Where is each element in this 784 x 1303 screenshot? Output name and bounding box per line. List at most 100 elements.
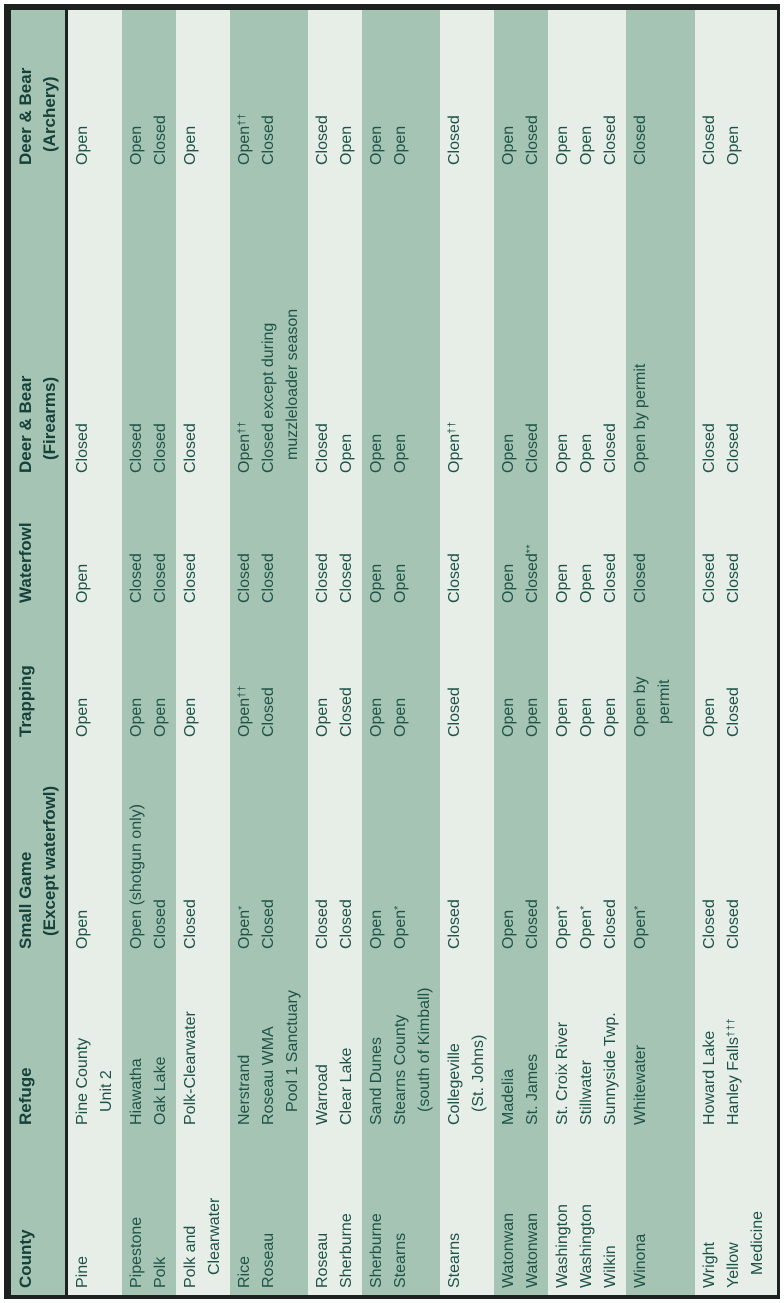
cell-small_game: Open bbox=[368, 909, 385, 949]
cell-small_game: Closed bbox=[314, 899, 331, 949]
table-row-st-james: Watonwan St. James Closed Open Closed** Close… bbox=[521, 10, 545, 1295]
table-row-warroad: Roseau Warroad Closed Open Closed Closed Close… bbox=[311, 10, 335, 1295]
cell-small_game: Open bbox=[74, 909, 91, 949]
table-row-stearns-county-south-of-kimball: Stearns Stearns County (south of Kimball)… bbox=[389, 10, 437, 1295]
cell-archery: Open bbox=[128, 125, 145, 165]
cell-trapping: Open bbox=[602, 697, 619, 737]
cell-firearms: Open bbox=[500, 433, 517, 473]
cell-small_game: Closed bbox=[602, 899, 619, 949]
cell-refuge: St. Croix River bbox=[554, 1021, 571, 1125]
cell-refuge: Oak Lake bbox=[152, 1056, 169, 1125]
col-header-trapping: Trapping bbox=[16, 665, 35, 737]
cell-waterfowl: Closed bbox=[446, 553, 463, 603]
cell-archery: Open bbox=[392, 125, 409, 165]
cell-small_game: Open* bbox=[632, 905, 649, 949]
cell-small_game: Open* bbox=[578, 905, 595, 949]
table-row-madelia: Watonwan Madelia Open Open Open Open Open bbox=[497, 10, 521, 1295]
table-row-st-croix-river: Washington St. Croix River Open* Open Open Op… bbox=[551, 10, 575, 1295]
table-row-collegeville-st-johns: Stearns Collegeville (St. Johns) Closed Clo… bbox=[443, 10, 491, 1295]
cell-trapping: Open bbox=[392, 697, 409, 737]
cell-trapping: Closed bbox=[338, 687, 355, 737]
cell-small_game: Closed bbox=[725, 899, 742, 949]
rotated-table-canvas: County Refuge Small Game (Except waterfowl… bbox=[4, 4, 780, 1299]
cell-small_game: Open (shotgun only) bbox=[128, 804, 145, 949]
cell-archery: Open bbox=[554, 125, 571, 165]
cell-waterfowl: Closed bbox=[338, 553, 355, 603]
cell-county: Rice bbox=[236, 1255, 253, 1288]
cell-refuge: Stillwater bbox=[578, 1060, 595, 1125]
col-header-firearms: Deer & Bear (Firearms) bbox=[16, 375, 59, 473]
cell-trapping: Open by permit bbox=[632, 676, 673, 737]
cell-trapping: Open bbox=[701, 697, 718, 737]
cell-small_game: Closed bbox=[182, 899, 199, 949]
cell-refuge: Stearns County (south of Kimball) bbox=[392, 987, 433, 1126]
row-group-10: Winona Whitewater Open* Open by permit Close… bbox=[626, 10, 695, 1295]
cell-county: Roseau bbox=[260, 1232, 277, 1288]
row-group-8: Watonwan Madelia Open Open Open Open Open Waton… bbox=[494, 10, 548, 1295]
table-row-polk-clearwater: Polk and Clearwater Polk-Clearwater Closed… bbox=[179, 10, 227, 1295]
cell-small_game: Closed bbox=[446, 899, 463, 949]
cell-refuge: Whitewater bbox=[632, 1044, 649, 1125]
col-header-waterfowl: Waterfowl bbox=[16, 522, 35, 603]
cell-small_game: Closed bbox=[701, 899, 718, 949]
cell-refuge: Roseau WMA Pool 1 Sanctuary bbox=[260, 990, 301, 1125]
table-row-stillwater: Washington Stillwater Open* Open Open Open Ope… bbox=[575, 10, 599, 1295]
cell-firearms: Closed bbox=[524, 423, 541, 473]
cell-waterfowl: Closed bbox=[260, 553, 277, 603]
cell-firearms: Closed bbox=[128, 423, 145, 473]
cell-archery: Closed bbox=[524, 115, 541, 165]
cell-firearms: Open bbox=[392, 433, 409, 473]
cell-trapping: Open bbox=[314, 697, 331, 737]
cell-refuge: Clear Lake bbox=[338, 1047, 355, 1125]
cell-county: Stearns bbox=[446, 1232, 463, 1288]
cell-small_game: Open* bbox=[236, 905, 253, 949]
cell-archery: Open bbox=[725, 125, 742, 165]
cell-firearms: Open†† bbox=[446, 421, 463, 473]
cell-waterfowl: Open bbox=[74, 563, 91, 603]
cell-archery: Closed bbox=[602, 115, 619, 165]
cell-trapping: Open bbox=[182, 697, 199, 737]
cell-firearms: Open†† bbox=[236, 421, 253, 473]
cell-county: Watonwan bbox=[524, 1213, 541, 1288]
cell-county: Roseau bbox=[314, 1232, 331, 1288]
table-header-row: County Refuge Small Game (Except waterfowl… bbox=[11, 10, 68, 1295]
cell-firearms: Closed bbox=[725, 423, 742, 473]
table-row-roseau-wma-pool-1-sanctuary: Roseau Roseau WMA Pool 1 Sanctuary Closed C… bbox=[257, 10, 305, 1295]
cell-waterfowl: Closed bbox=[128, 553, 145, 603]
cell-waterfowl: Closed bbox=[632, 553, 649, 603]
cell-small_game: Closed bbox=[338, 899, 355, 949]
row-group-3: Polk and Clearwater Polk-Clearwater Closed… bbox=[176, 10, 230, 1295]
cell-trapping: Open†† bbox=[236, 685, 253, 737]
cell-county: Washington bbox=[554, 1204, 571, 1288]
cell-archery: Closed bbox=[632, 115, 649, 165]
table-row-nerstrand: Rice Nerstrand Open* Open†† Closed Open†† Open… bbox=[233, 10, 257, 1295]
refuge-status-table: County Refuge Small Game (Except waterfowl… bbox=[4, 4, 780, 1299]
cell-small_game: Open* bbox=[392, 905, 409, 949]
cell-trapping: Open bbox=[554, 697, 571, 737]
cell-waterfowl: Open bbox=[554, 563, 571, 603]
cell-refuge: Hiawatha bbox=[128, 1058, 145, 1125]
cell-firearms: Closed bbox=[602, 423, 619, 473]
cell-waterfowl: Closed bbox=[182, 553, 199, 603]
cell-waterfowl: Closed bbox=[314, 553, 331, 603]
table-row-whitewater: Winona Whitewater Open* Open by permit Close… bbox=[629, 10, 677, 1295]
cell-archery: Open bbox=[368, 125, 385, 165]
cell-firearms: Closed bbox=[701, 423, 718, 473]
cell-refuge: Polk-Clearwater bbox=[182, 1011, 199, 1125]
cell-county: Pipestone bbox=[128, 1216, 145, 1288]
cell-archery: Open bbox=[182, 125, 199, 165]
cell-trapping: Open bbox=[500, 697, 517, 737]
cell-firearms: Open bbox=[368, 433, 385, 473]
cell-waterfowl: Closed bbox=[725, 553, 742, 603]
cell-refuge: Collegeville (St. Johns) bbox=[446, 1034, 487, 1125]
row-group-5: Roseau Warroad Closed Open Closed Closed Close… bbox=[308, 10, 362, 1295]
cell-firearms: Open bbox=[338, 433, 355, 473]
row-group-4: Rice Nerstrand Open* Open†† Closed Open†† Open… bbox=[230, 10, 308, 1295]
table-row-hanley-falls: Yellow Medicine Hanley Falls††† Closed Clos… bbox=[722, 10, 770, 1295]
cell-county: Yellow Medicine bbox=[725, 1210, 766, 1288]
cell-archery: Closed bbox=[152, 115, 169, 165]
table-body: Pine Pine County Unit 2 Open Open Open Closed… bbox=[68, 10, 777, 1295]
cell-archery: Closed bbox=[446, 115, 463, 165]
cell-county: Stearns bbox=[392, 1232, 409, 1288]
cell-archery: Closed bbox=[701, 115, 718, 165]
